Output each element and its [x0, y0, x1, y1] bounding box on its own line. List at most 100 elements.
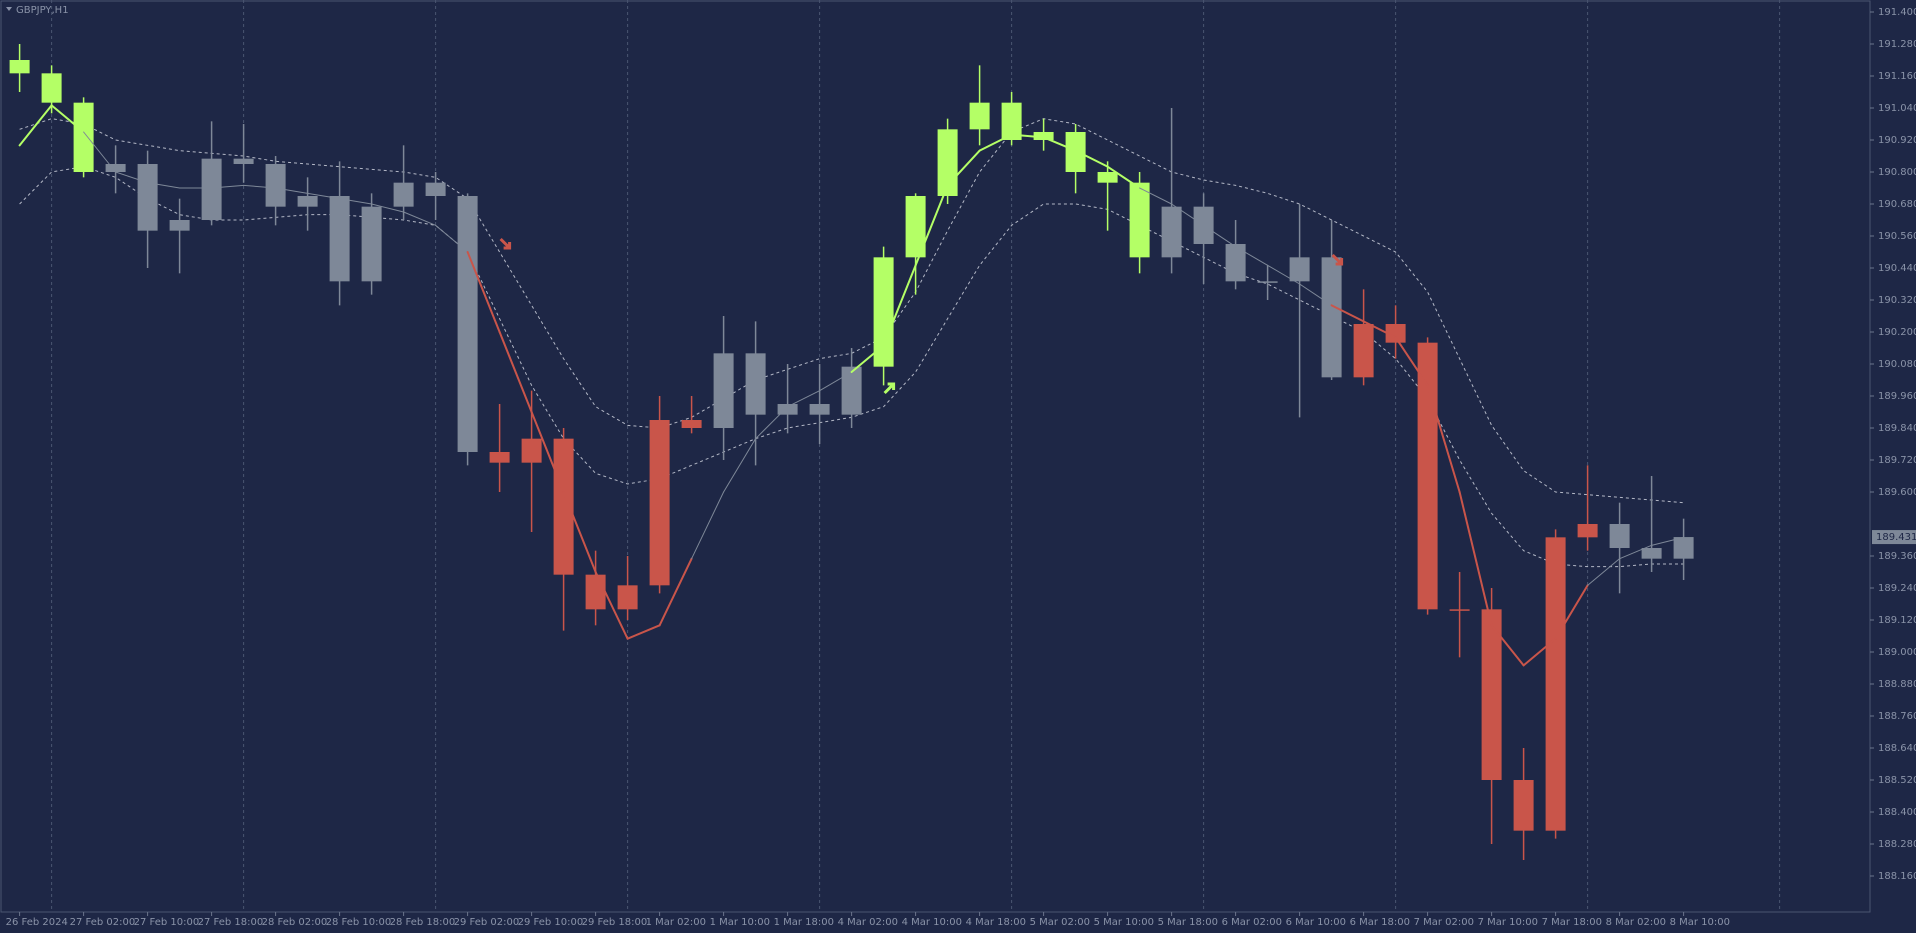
x-tick-label: 7 Mar 10:00 — [1478, 917, 1538, 928]
trend-line — [50, 104, 85, 133]
candle-body — [617, 585, 638, 610]
x-tick-label: 28 Feb 02:00 — [262, 917, 328, 928]
y-tick-label: 190.080 — [1878, 359, 1916, 370]
y-tick-label: 188.280 — [1878, 839, 1916, 850]
trend-line — [1651, 536, 1685, 546]
y-tick-label: 191.040 — [1878, 103, 1916, 114]
candle-body — [873, 257, 894, 367]
x-tick-label: 8 Mar 10:00 — [1670, 917, 1730, 928]
y-tick-label: 189.000 — [1878, 647, 1916, 658]
trend-line — [1619, 544, 1653, 560]
y-tick-label: 191.280 — [1878, 39, 1916, 50]
candle-body — [1161, 206, 1182, 258]
trend-line — [723, 438, 757, 493]
candle-body — [1001, 102, 1022, 140]
candle-body — [1609, 524, 1630, 548]
y-tick-label: 189.720 — [1878, 455, 1916, 466]
x-tick-label: 27 Feb 10:00 — [134, 917, 200, 928]
x-tick-label: 26 Feb 2024 — [6, 917, 68, 928]
candle-body — [9, 60, 30, 74]
candle-body — [1129, 182, 1150, 258]
y-tick-label: 190.200 — [1878, 327, 1916, 338]
plot-frame — [0, 0, 1871, 913]
x-tick-label: 8 Mar 02:00 — [1606, 917, 1666, 928]
x-tick-label: 6 Mar 10:00 — [1286, 917, 1346, 928]
candle-body — [521, 438, 542, 463]
y-tick-label: 190.440 — [1878, 263, 1916, 274]
y-tick-label: 190.920 — [1878, 135, 1916, 146]
trend-line — [275, 187, 309, 194]
y-tick-label: 190.680 — [1878, 199, 1916, 210]
x-tick-label: 28 Feb 10:00 — [326, 917, 392, 928]
candle-body — [297, 196, 318, 207]
x-tick-label: 1 Mar 10:00 — [710, 917, 770, 928]
candle-body — [233, 158, 254, 164]
y-tick-label: 190.320 — [1878, 295, 1916, 306]
trend-line — [1522, 637, 1557, 667]
trend-line — [1362, 320, 1397, 339]
candle-body — [585, 574, 606, 610]
trend-line — [1171, 203, 1205, 226]
candle-body — [1513, 780, 1534, 831]
candle-body — [1225, 244, 1246, 282]
trend-line — [83, 131, 117, 173]
trend-line — [787, 390, 821, 408]
y-tick-label: 188.520 — [1878, 775, 1916, 786]
trend-line — [658, 557, 693, 627]
y-tick-label: 188.880 — [1878, 679, 1916, 690]
candle-body — [41, 73, 62, 103]
trend-line — [819, 371, 853, 392]
candle-body — [1257, 281, 1278, 283]
candle-body — [1417, 342, 1438, 610]
trend-line — [850, 344, 885, 373]
candle-body — [329, 196, 350, 282]
candle-body — [681, 420, 702, 428]
trend-line — [882, 264, 917, 347]
trend-line — [1139, 187, 1173, 205]
x-tick-label: 7 Mar 02:00 — [1414, 917, 1474, 928]
candle-body — [425, 182, 446, 196]
trend-line — [946, 149, 981, 187]
candle-body — [489, 452, 510, 463]
x-tick-label: 5 Mar 02:00 — [1030, 917, 1090, 928]
y-tick-label: 189.240 — [1878, 583, 1916, 594]
signal-arrow — [883, 382, 896, 395]
candle-body — [1481, 609, 1502, 780]
trend-line — [403, 211, 437, 226]
candle-body — [1289, 257, 1310, 282]
chart-title: GBPJPY,H1 — [16, 5, 69, 16]
candle-body — [361, 206, 382, 282]
trend-line — [1587, 558, 1621, 586]
candle-body — [553, 438, 574, 575]
trend-line — [1106, 165, 1141, 189]
y-tick-label: 191.160 — [1878, 71, 1916, 82]
candle-body — [393, 182, 414, 207]
candle-body — [1353, 324, 1374, 378]
candle-body — [777, 404, 798, 415]
y-tick-label: 188.760 — [1878, 711, 1916, 722]
trend-line — [1203, 224, 1237, 248]
candle-body — [73, 102, 94, 172]
trend-line — [626, 624, 661, 640]
x-tick-label: 6 Mar 18:00 — [1350, 917, 1410, 928]
x-tick-label: 27 Feb 02:00 — [70, 917, 136, 928]
x-tick-label: 1 Mar 02:00 — [646, 917, 706, 928]
trend-line — [1010, 133, 1045, 139]
candle-body — [809, 404, 830, 415]
candle-body — [201, 158, 222, 220]
x-tick-label: 4 Mar 18:00 — [966, 917, 1026, 928]
trend-line — [435, 224, 469, 253]
candle-body — [649, 420, 670, 586]
trend-line — [307, 192, 341, 200]
y-tick-label: 189.840 — [1878, 423, 1916, 434]
candle-body — [905, 196, 926, 258]
menu-icon — [6, 7, 12, 11]
y-tick-label: 190.800 — [1878, 167, 1916, 178]
trend-line — [1490, 624, 1525, 667]
candle-body — [1321, 257, 1342, 378]
y-tick-label: 188.160 — [1878, 871, 1916, 882]
last-price-label: 189.431 — [1876, 532, 1916, 543]
trend-line — [594, 571, 629, 640]
trend-line — [147, 182, 181, 189]
candle-body — [105, 164, 126, 172]
